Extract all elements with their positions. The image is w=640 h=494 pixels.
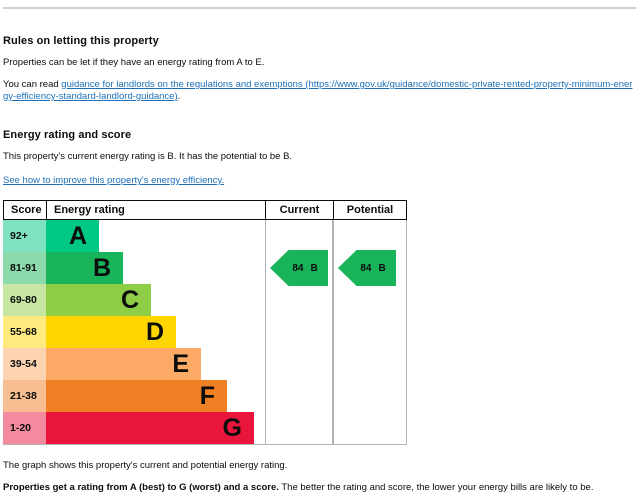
energy-rating-heading: Energy rating and score: [3, 129, 132, 141]
rating-bar-f: F: [46, 380, 227, 412]
potential-score-value: 84: [360, 262, 372, 274]
top-divider: [3, 7, 636, 9]
improve-paragraph: See how to improve this property's energ…: [3, 175, 636, 187]
score-range-c: 69-80: [3, 284, 46, 316]
column-header-potential: Potential: [333, 200, 407, 220]
energy-rating-chart: Score Energy rating Current Potential 92…: [3, 200, 407, 445]
graph-note-text: The graph shows this property's current …: [3, 460, 288, 471]
current-rating-letter: B: [310, 262, 318, 274]
band-row-b: 81-91 B: [3, 252, 407, 284]
rating-bar-b: B: [46, 252, 123, 284]
rating-bar-e: E: [46, 348, 201, 380]
rating-explainer-text: Properties get a rating from A (best) to…: [3, 482, 636, 494]
epc-page: Rules on letting this property Propertie…: [0, 7, 640, 494]
potential-rating-arrow: 84 B: [338, 250, 396, 286]
rating-explainer-rest: The better the rating and score, the low…: [278, 482, 594, 493]
score-range-g: 1-20: [3, 412, 46, 444]
score-range-b: 81-91: [3, 252, 46, 284]
score-range-e: 39-54: [3, 348, 46, 380]
guidance-prefix-text: You can read: [3, 79, 62, 90]
rating-bar-d: D: [46, 316, 176, 348]
score-range-f: 21-38: [3, 380, 46, 412]
band-row-a: 92+ A: [3, 220, 407, 252]
chart-header-row: Score Energy rating Current Potential: [3, 200, 407, 220]
band-row-f: 21-38 F: [3, 380, 407, 412]
score-range-d: 55-68: [3, 316, 46, 348]
energy-summary-text: This property's current energy rating is…: [3, 151, 293, 162]
rating-bar-a: A: [46, 220, 99, 252]
score-range-a: 92+: [3, 220, 46, 252]
rating-bar-g: G: [46, 412, 254, 444]
column-header-energy-rating: Energy rating: [46, 200, 265, 220]
guidance-suffix-text: .: [177, 91, 181, 102]
current-score-value: 84: [292, 262, 304, 274]
rating-explainer-bold: Properties get a rating from A (best) to…: [3, 482, 279, 493]
band-row-e: 39-54 E: [3, 348, 407, 380]
band-row-c: 69-80 C: [3, 284, 407, 316]
potential-column: 84 B: [333, 220, 407, 444]
improve-efficiency-link[interactable]: See how to improve this property's energ…: [3, 175, 225, 186]
rules-guidance-paragraph: You can read guidance for landlords on t…: [3, 79, 636, 103]
band-row-d: 55-68 D: [3, 316, 407, 348]
rating-bar-c: C: [46, 284, 151, 316]
potential-rating-letter: B: [378, 262, 386, 274]
chart-body: 92+ A 81-91 B 69-80 C 55-68 D 39-54 E 21-38 F 1-20 G …: [3, 220, 407, 445]
column-header-current: Current: [265, 200, 333, 220]
rules-heading: Rules on letting this property: [3, 35, 159, 47]
rating-bands: 92+ A 81-91 B 69-80 C 55-68 D 39-54 E 21-38 F 1-20 G: [3, 220, 407, 444]
current-column: 84 B: [265, 220, 333, 444]
rules-intro-text: Properties can be let if they have an en…: [3, 57, 265, 68]
current-rating-arrow: 84 B: [270, 250, 328, 286]
landlord-guidance-link[interactable]: guidance for landlords on the regulation…: [3, 79, 633, 102]
column-header-score: Score: [3, 200, 46, 220]
band-row-g: 1-20 G: [3, 412, 407, 444]
